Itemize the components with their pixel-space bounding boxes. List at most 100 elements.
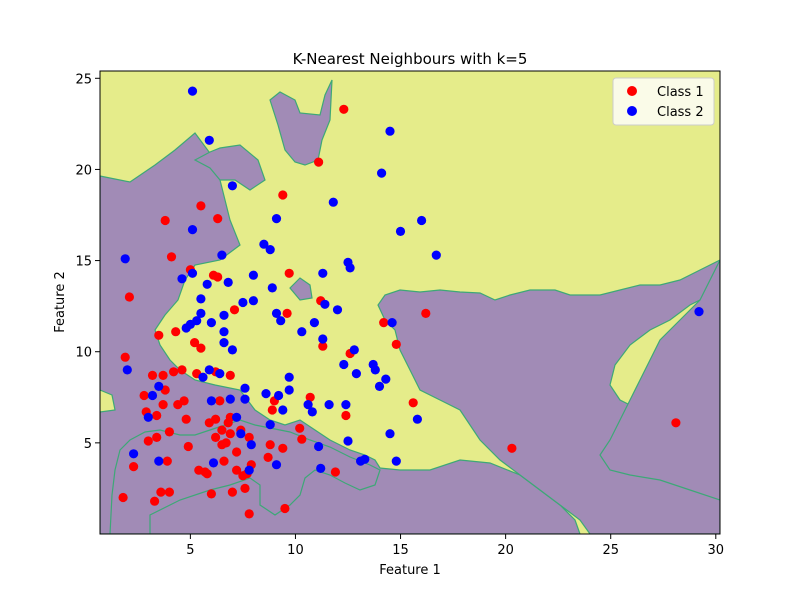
class-2-point: [343, 436, 353, 446]
class-2-point: [238, 297, 248, 308]
class-2-point: [284, 385, 294, 395]
class-2-region-small: [289, 277, 313, 301]
class-2-point: [345, 263, 355, 273]
class-1-point: [118, 492, 128, 503]
class-1-point: [213, 272, 223, 282]
x-tick-label: 5: [186, 543, 194, 558]
class-1-point: [143, 436, 153, 446]
class-1-point: [162, 456, 172, 466]
class-2-point: [395, 226, 406, 236]
y-tick-label: 25: [75, 72, 92, 87]
class-1-point: [219, 456, 229, 466]
class-2-point: [276, 316, 286, 326]
class-2-point: [349, 345, 359, 355]
class-1-point: [240, 483, 250, 493]
legend: Class 1 Class 2: [612, 77, 715, 126]
class-1-point: [160, 215, 170, 226]
class-2-point: [320, 299, 330, 309]
x-axis-label: Feature 1: [379, 563, 441, 578]
class-1-point: [284, 268, 294, 278]
class-1-point: [267, 405, 277, 415]
class-1-point: [263, 452, 273, 462]
class-1-point: [215, 396, 225, 406]
class-1-point: [124, 292, 134, 302]
class-2-point: [154, 381, 164, 391]
class-2-point: [318, 268, 328, 278]
class-2-point: [265, 420, 275, 430]
class-1-point: [158, 370, 168, 380]
class-2-point: [374, 381, 385, 391]
class-2-point: [248, 296, 258, 306]
class-2-point: [431, 250, 441, 260]
class-1-point: [227, 487, 237, 497]
class-2-point: [192, 316, 202, 326]
legend-label-class-1: Class 1: [657, 85, 704, 100]
class-2-point: [265, 245, 275, 255]
class-2-point: [303, 400, 313, 410]
class-2-point: [309, 318, 319, 328]
x-tick-label: 30: [708, 543, 725, 558]
class-2-point: [271, 308, 282, 318]
x-axis-ticks: 5 10 15 20 25 30: [186, 534, 724, 558]
legend-box: [612, 77, 715, 126]
class-2-point: [122, 365, 132, 375]
class-1-point: [330, 467, 340, 477]
class-2-point: [204, 365, 214, 375]
legend-marker-class-2: [627, 106, 637, 116]
class-2-point: [227, 345, 237, 355]
class-1-point: [282, 308, 292, 318]
class-1-point: [221, 438, 231, 448]
class-2-point: [339, 359, 349, 370]
class-1-point: [671, 418, 681, 428]
class-2-point: [360, 454, 370, 464]
class-2-point: [219, 327, 229, 337]
class-2-point: [198, 372, 208, 382]
class-2-point: [219, 310, 229, 320]
class-2-point: [244, 465, 254, 475]
class-2-point: [307, 407, 317, 417]
class-2-point: [202, 279, 212, 289]
class-1-point: [379, 318, 389, 328]
class-2-point: [177, 274, 187, 284]
class-1-point: [278, 190, 288, 200]
class-1-point: [152, 410, 162, 421]
class-2-point: [385, 429, 395, 439]
y-axis-label: Feature 2: [53, 271, 68, 333]
y-tick-label: 10: [75, 346, 92, 361]
class-2-point: [215, 369, 225, 379]
class-1-point: [305, 392, 315, 402]
class-1-point: [211, 414, 221, 424]
class-2-point: [223, 277, 233, 287]
class-1-point: [177, 365, 187, 375]
class-1-point: [202, 469, 212, 479]
plot-area: [100, 71, 720, 534]
class-2-point: [196, 294, 206, 304]
class-2-point: [284, 372, 294, 382]
x-tick-label: 15: [392, 543, 409, 558]
class-2-point: [129, 449, 139, 459]
class-1-point: [179, 396, 189, 406]
class-2-point: [219, 338, 229, 348]
class-2-point: [154, 456, 164, 466]
class-1-point: [225, 429, 235, 439]
class-2-point: [261, 389, 271, 399]
class-1-point: [190, 338, 200, 348]
class-2-point: [694, 307, 704, 317]
class-2-point: [274, 390, 284, 401]
class-1-point: [391, 339, 401, 349]
class-2-point: [387, 318, 397, 328]
class-2-point: [381, 374, 391, 384]
class-2-point: [240, 394, 250, 404]
class-2-point: [217, 250, 227, 260]
class-2-point: [351, 369, 361, 379]
class-2-point: [297, 327, 307, 337]
class-2-point: [377, 168, 387, 178]
class-2-point: [341, 400, 351, 410]
class-1-point: [211, 432, 221, 442]
class-1-point: [147, 370, 158, 380]
class-2-point: [328, 197, 338, 207]
class-2-point: [417, 215, 427, 226]
class-2-point: [370, 365, 380, 375]
class-2-region-far-right: [599, 259, 720, 501]
